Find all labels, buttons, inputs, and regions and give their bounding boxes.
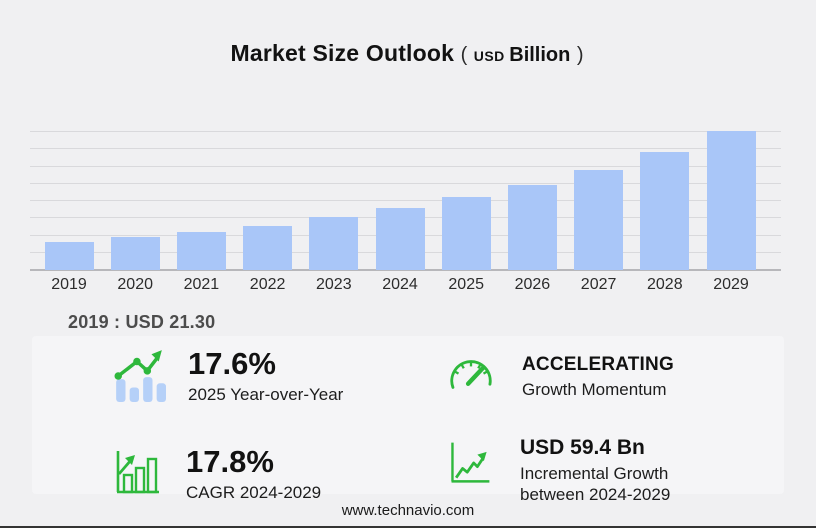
title-currency: USD: [473, 48, 505, 64]
bar-2022: [243, 225, 293, 270]
bar-chart-trend-icon: [112, 348, 166, 407]
bar-2029: [706, 131, 756, 270]
bottom-divider: [0, 526, 816, 528]
gridline: [30, 131, 781, 132]
bar-2027: [574, 169, 624, 270]
gridline: [30, 148, 781, 150]
stat-cagr: 17.8% CAGR 2024-2029: [112, 444, 322, 503]
title-paren-open: (: [460, 44, 468, 66]
cagr-value: 17.8%: [186, 444, 274, 479]
stat-year-over-year: 17.6% 2025 Year-over-Year: [112, 346, 344, 407]
x-axis-label-2026: 2026: [514, 276, 551, 293]
growth-bars-icon: [112, 446, 164, 503]
incremental-label-line1: Incremental Growth: [520, 464, 669, 484]
bar-2028: [640, 151, 690, 270]
x-axis-label-2019: 2019: [51, 276, 87, 293]
stat-incremental-growth: USD 59.4 Bn Incremental Growth between 2…: [446, 436, 670, 506]
x-axis-label-2023: 2023: [316, 276, 352, 293]
x-axis-label-2024: 2024: [382, 276, 418, 293]
title-unit: Billion: [509, 44, 571, 66]
gridline: [30, 200, 781, 201]
title-text: Market Size Outlook: [230, 40, 455, 66]
base-year-value-label: 2019 : USD 21.30: [68, 312, 216, 332]
bar-2025: [441, 197, 491, 270]
incremental-value: USD 59.4 Bn: [520, 436, 645, 459]
stats-panel: [32, 336, 784, 494]
bar-2026: [507, 184, 557, 270]
momentum-label: Growth Momentum: [522, 379, 667, 399]
x-axis-label-2025: 2025: [448, 276, 484, 293]
title-paren-close: ): [576, 44, 584, 66]
x-axis-label-2022: 2022: [249, 276, 286, 293]
x-axis-label-2027: 2027: [580, 276, 617, 293]
cagr-label: CAGR 2024-2029: [186, 482, 322, 502]
bar-chart-plot-area: [30, 131, 781, 271]
page-title: Market Size Outlook ( USD Billion ): [0, 40, 816, 67]
yoy-label: 2025 Year-over-Year: [188, 384, 344, 404]
website-link[interactable]: www.technavio.com: [341, 502, 475, 519]
gridline: [30, 182, 781, 184]
trend-line-icon: [446, 436, 494, 493]
bar-2021: [176, 232, 226, 270]
bar-2020: [110, 237, 160, 270]
incremental-label-line2: between 2024-2029: [520, 485, 671, 505]
x-axis-label-2021: 2021: [183, 276, 220, 293]
bar-2019: [44, 241, 94, 270]
bar-2024: [375, 208, 425, 270]
x-axis-labels: 2019 2020 2021 2022 2023 2024 2025 2026 2027 2028…: [30, 276, 781, 298]
momentum-value: ACCELERATING: [522, 354, 674, 375]
x-axis-label-2028: 2028: [647, 276, 683, 293]
gridline: [30, 165, 781, 167]
x-axis-baseline: [30, 269, 781, 271]
yoy-value: 17.6%: [188, 346, 276, 381]
stat-growth-momentum: ACCELERATING Growth Momentum: [446, 352, 674, 407]
speedometer-icon: [446, 352, 496, 407]
bar-2023: [309, 217, 359, 270]
x-axis-label-2029: 2029: [713, 276, 749, 293]
x-axis-label-2020: 2020: [117, 276, 153, 293]
